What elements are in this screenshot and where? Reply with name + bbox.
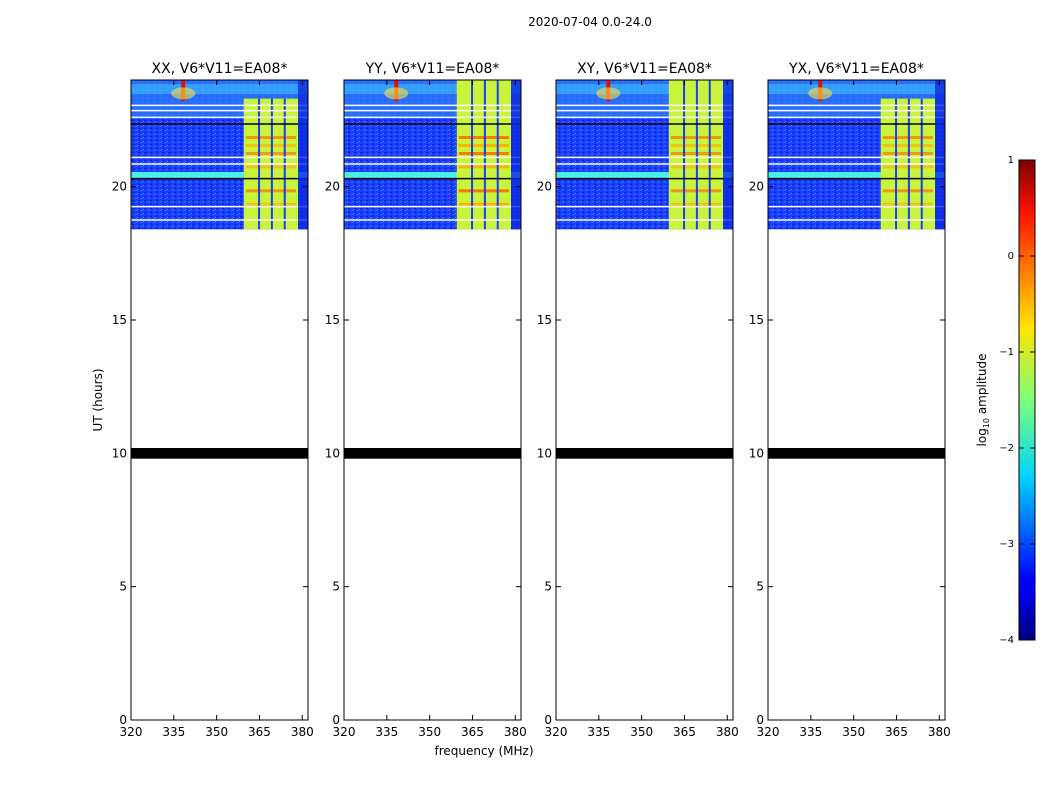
panel-2: YY, V6*V11=EA08* 0 5 10 15 20 320 335 350 365 380 bbox=[325, 61, 527, 739]
x-tick-label: 350 bbox=[205, 725, 228, 739]
spectrogram-cyan-band bbox=[556, 84, 733, 94]
flagged-band bbox=[556, 448, 733, 459]
spectrogram-cyan-band bbox=[768, 84, 945, 94]
channel-gap bbox=[471, 80, 474, 230]
y-tick-label: 15 bbox=[112, 313, 127, 327]
y-tick-label: 5 bbox=[332, 580, 340, 594]
panel-4: YX, V6*V11=EA08* 0 5 10 15 20 320 335 350 365 380 bbox=[749, 61, 951, 739]
colorbar-tick-label: −3 bbox=[999, 539, 1014, 550]
y-tick-label: 20 bbox=[325, 180, 340, 194]
channel-gap bbox=[683, 80, 686, 230]
flagged-band bbox=[131, 448, 308, 459]
edge-column bbox=[935, 80, 945, 230]
x-tick-label: 365 bbox=[885, 725, 908, 739]
x-tick-label: 365 bbox=[248, 725, 271, 739]
plot-frame bbox=[343, 79, 522, 721]
plot-frame bbox=[767, 79, 946, 721]
panel-title: XX, V6*V11=EA08* bbox=[152, 61, 288, 77]
colorbar-gradient bbox=[1018, 159, 1036, 641]
y-tick-label: 20 bbox=[749, 180, 764, 194]
x-tick-label: 320 bbox=[333, 725, 356, 739]
channel-gap bbox=[708, 80, 711, 230]
rfi-glow bbox=[171, 87, 196, 100]
spectrogram-cyan-band bbox=[131, 84, 308, 94]
x-tick-label: 350 bbox=[630, 725, 653, 739]
plot-frame bbox=[130, 79, 309, 721]
x-tick-label: 350 bbox=[418, 725, 441, 739]
cyan-band bbox=[344, 172, 521, 178]
rfi-glow bbox=[808, 87, 833, 100]
rfi-glow bbox=[384, 87, 409, 100]
y-axis-label: UT (hours) bbox=[91, 368, 105, 431]
x-tick-label: 335 bbox=[799, 725, 822, 739]
flagged-band bbox=[768, 448, 945, 459]
colorbar-tick-label: 1 bbox=[1008, 155, 1014, 166]
plot-frame bbox=[555, 79, 734, 721]
cyan-band bbox=[768, 172, 945, 178]
x-tick-label: 335 bbox=[375, 725, 398, 739]
panel-3: XY, V6*V11=EA08* 0 5 10 15 20 320 335 350 365 380 bbox=[537, 61, 739, 739]
flagged-band bbox=[344, 448, 521, 459]
y-tick-label: 0 bbox=[544, 713, 552, 727]
y-tick-label: 5 bbox=[544, 580, 552, 594]
y-tick-label: 20 bbox=[537, 180, 552, 194]
y-tick-label: 10 bbox=[749, 446, 764, 460]
rfi-glow bbox=[596, 87, 621, 100]
edge-column bbox=[511, 80, 521, 230]
x-tick-label: 335 bbox=[162, 725, 185, 739]
x-tick-label: 365 bbox=[673, 725, 696, 739]
channel-gap bbox=[496, 80, 499, 230]
x-tick-label: 380 bbox=[928, 725, 951, 739]
edge-column bbox=[298, 80, 308, 230]
y-tick-label: 0 bbox=[756, 713, 764, 727]
channel-gap bbox=[695, 80, 698, 230]
cyan-band bbox=[131, 172, 308, 178]
edge-column bbox=[723, 80, 733, 230]
colorbar-label: log10 amplitude bbox=[975, 354, 991, 447]
y-tick-label: 15 bbox=[749, 313, 764, 327]
figure-title: 2020-07-04 0.0-24.0 bbox=[528, 15, 652, 29]
y-tick-label: 10 bbox=[325, 446, 340, 460]
y-tick-label: 0 bbox=[332, 713, 340, 727]
x-tick-label: 365 bbox=[461, 725, 484, 739]
panel-title: YX, V6*V11=EA08* bbox=[788, 61, 924, 77]
panel-1: XX, V6*V11=EA08* 0 5 10 15 20 320 335 350 365 380 bbox=[112, 61, 314, 739]
y-tick-label: 5 bbox=[756, 580, 764, 594]
colorbar-tick-label: 0 bbox=[1008, 251, 1014, 262]
colorbar-tick-label: −1 bbox=[999, 347, 1014, 358]
x-tick-label: 380 bbox=[716, 725, 739, 739]
cyan-band bbox=[556, 172, 733, 178]
y-tick-label: 10 bbox=[112, 446, 127, 460]
y-tick-label: 0 bbox=[119, 713, 127, 727]
x-axis-label: frequency (MHz) bbox=[434, 744, 533, 758]
x-tick-label: 380 bbox=[504, 725, 527, 739]
spectrogram-cyan-band bbox=[344, 84, 521, 94]
y-tick-label: 20 bbox=[112, 180, 127, 194]
x-tick-label: 320 bbox=[545, 725, 568, 739]
x-tick-label: 350 bbox=[842, 725, 865, 739]
colorbar-tick-label: −2 bbox=[999, 443, 1014, 454]
channel-gap bbox=[483, 80, 486, 230]
x-tick-label: 320 bbox=[120, 725, 143, 739]
y-tick-label: 15 bbox=[537, 313, 552, 327]
panel-title: YY, V6*V11=EA08* bbox=[365, 61, 500, 77]
y-tick-label: 10 bbox=[537, 446, 552, 460]
y-tick-label: 15 bbox=[325, 313, 340, 327]
x-tick-label: 320 bbox=[757, 725, 780, 739]
x-tick-label: 335 bbox=[587, 725, 610, 739]
panel-title: XY, V6*V11=EA08* bbox=[577, 61, 712, 77]
y-tick-label: 5 bbox=[119, 580, 127, 594]
colorbar: 1 0 −1 −2 −3 −4 log10 amplitude bbox=[975, 155, 1036, 646]
x-tick-label: 380 bbox=[291, 725, 314, 739]
colorbar-tick-label: −4 bbox=[999, 635, 1014, 646]
